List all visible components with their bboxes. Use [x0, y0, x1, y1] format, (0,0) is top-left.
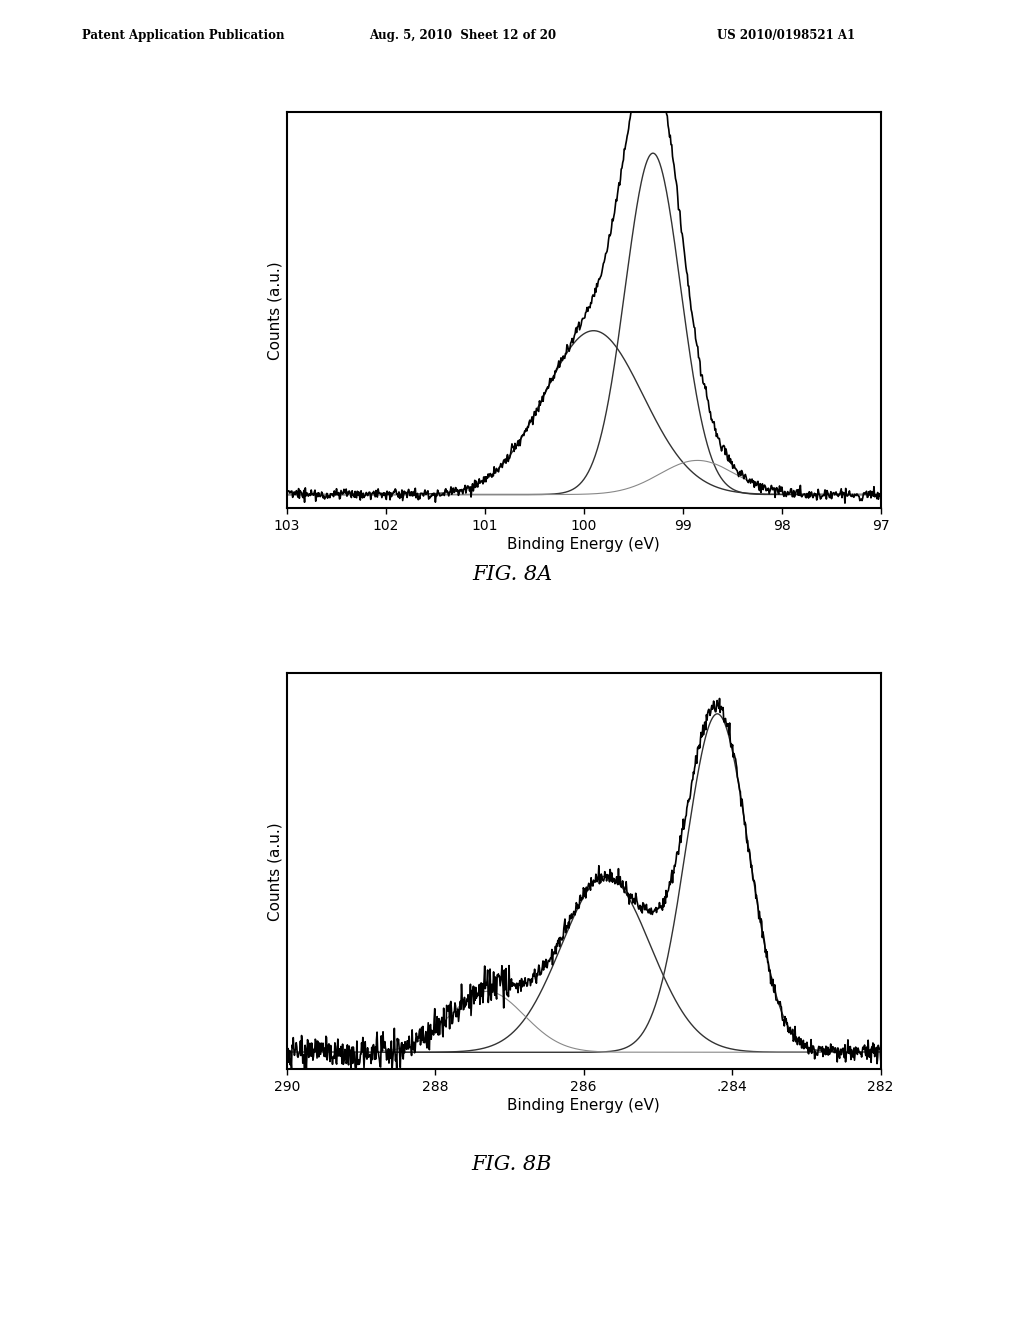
Text: FIG. 8A: FIG. 8A [472, 565, 552, 583]
Text: Patent Application Publication: Patent Application Publication [82, 29, 285, 42]
Y-axis label: Counts (a.u.): Counts (a.u.) [267, 261, 283, 359]
Y-axis label: Counts (a.u.): Counts (a.u.) [267, 822, 283, 920]
Text: Aug. 5, 2010  Sheet 12 of 20: Aug. 5, 2010 Sheet 12 of 20 [369, 29, 556, 42]
X-axis label: Binding Energy (eV): Binding Energy (eV) [507, 537, 660, 552]
Text: US 2010/0198521 A1: US 2010/0198521 A1 [717, 29, 855, 42]
Text: FIG. 8B: FIG. 8B [472, 1155, 552, 1173]
X-axis label: Binding Energy (eV): Binding Energy (eV) [507, 1098, 660, 1113]
